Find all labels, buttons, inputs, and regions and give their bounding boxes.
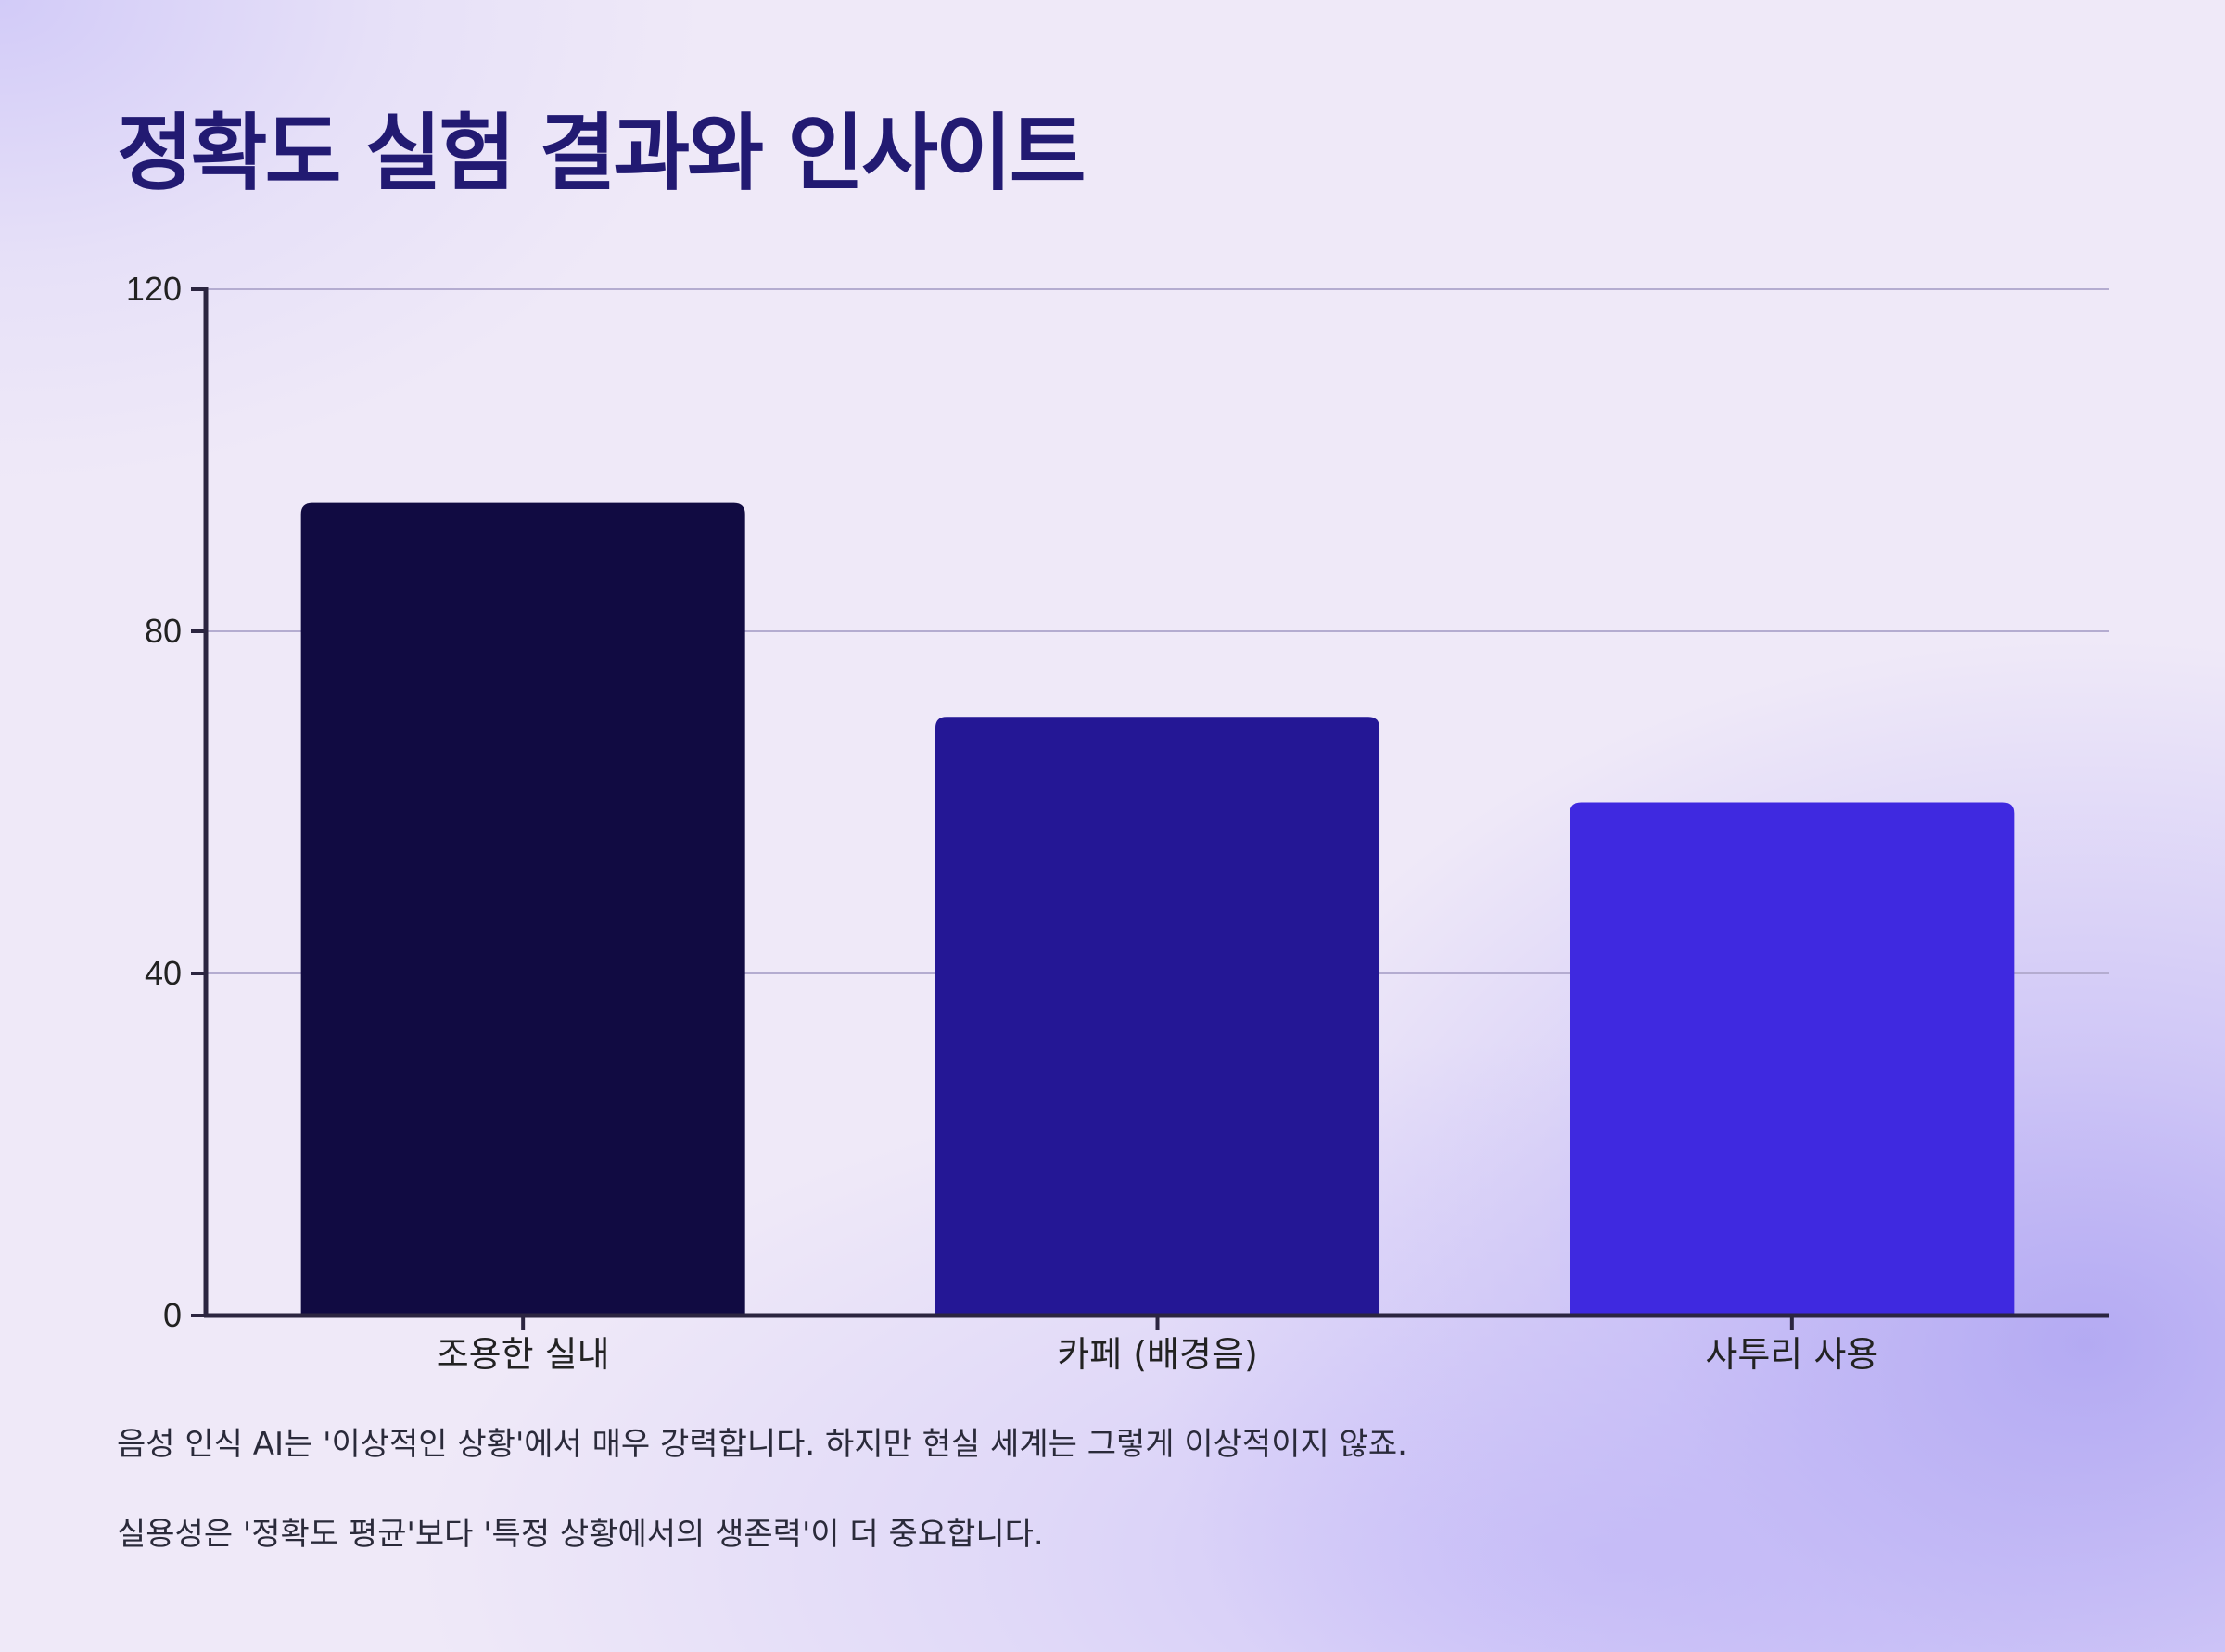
y-tick-label: 0 <box>163 1296 182 1334</box>
x-tick-label: 카페 (배경음) <box>1057 1334 1258 1375</box>
bars <box>300 502 2015 1315</box>
page-title: 정확도 실험 결과와 인사이트 <box>117 105 1087 202</box>
bar <box>934 717 1380 1315</box>
y-tick-label: 120 <box>126 270 182 308</box>
bar-chart: 0 40 80 120 조용한 실내 카페 (배경음) 사투리 사용 <box>126 270 2109 1375</box>
bar <box>1570 802 2015 1315</box>
insight-note-1: 음성 인식 AI는 '이상적인 상황'에서 매우 강력합니다. 하지만 현실 세… <box>117 1426 1407 1463</box>
y-tick-label: 40 <box>145 954 182 992</box>
x-tick-label: 사투리 사용 <box>1705 1334 1878 1375</box>
x-tick-label: 조용한 실내 <box>437 1334 610 1375</box>
y-tick-label: 80 <box>145 612 182 650</box>
bar <box>300 502 745 1315</box>
insight-note-2: 실용성은 '정확도 평균'보다 '특정 상황에서의 생존력'이 더 중요합니다. <box>117 1516 1044 1553</box>
x-axis-ticks: 조용한 실내 카페 (배경음) 사투리 사용 <box>437 1315 1878 1375</box>
y-axis-ticks: 0 40 80 120 <box>126 270 206 1334</box>
